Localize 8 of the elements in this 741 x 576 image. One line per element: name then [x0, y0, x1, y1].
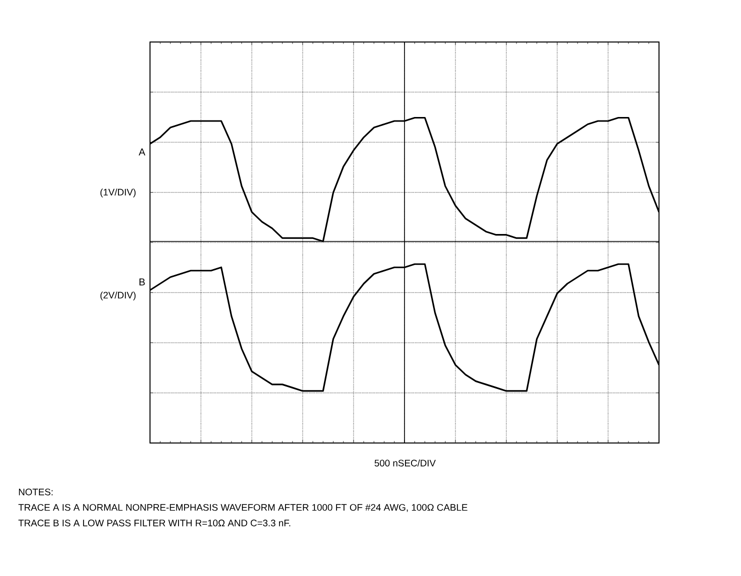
text: (2V/DIV) [100, 292, 136, 300]
text: TRACE B IS A LOW PASS FILTER WITH R=10Ω AND C=3.3 nF. [18, 520, 290, 526]
text: TRACE A IS A NORMAL NONPRE-EMPHASIS WAVEFORM AFTER 1000 FT OF #24 AWG, 100Ω CABLE [18, 504, 468, 512]
text: NOTES: [18, 488, 53, 496]
x-axis-title: 500 nSEC/DIV [374, 460, 436, 466]
legend-label: A [138, 148, 146, 156]
text: (1V/DIV) [100, 188, 136, 198]
series-label: B [140, 278, 145, 286]
